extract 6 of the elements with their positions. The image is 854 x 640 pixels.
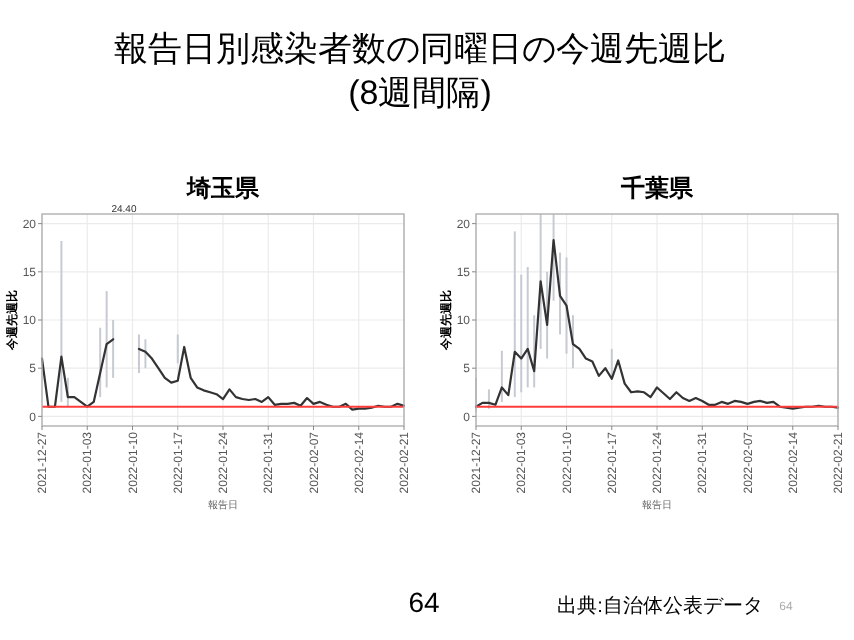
text: (8週間隔) — [348, 74, 492, 112]
text: 報告日別感染者数の同曜日の今週先週比 — [114, 30, 726, 68]
source-note: 出典:自治体公表データ — [557, 594, 763, 618]
text: 64 — [408, 586, 440, 618]
chart-title: 千葉県 — [619, 174, 695, 202]
chart-title: 埼玉県 — [185, 174, 261, 202]
